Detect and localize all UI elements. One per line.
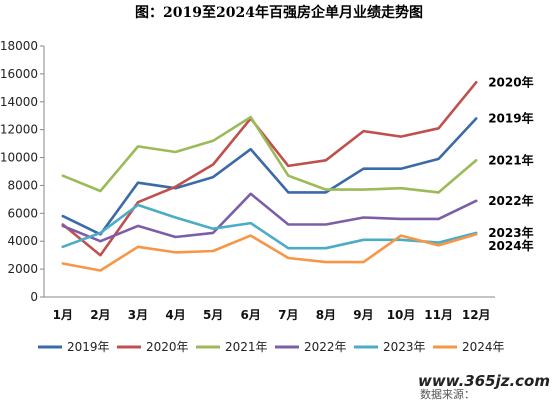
y-tick-label: 16000 <box>0 67 38 81</box>
y-tick-label: 14000 <box>0 95 38 109</box>
series-line-2024年 <box>61 233 478 272</box>
x-tick-label: 5月 <box>203 308 223 322</box>
legend-label: 2021年 <box>225 340 268 354</box>
series-end-label: 2022年 <box>488 193 533 208</box>
x-tick-label: 12月 <box>462 308 491 322</box>
series-line-2021年 <box>61 115 478 194</box>
x-tick-label: 6月 <box>241 308 261 322</box>
x-tick-label: 8月 <box>316 308 336 322</box>
x-tick-label: 11月 <box>424 308 453 322</box>
watermark-source: 数据来源： <box>420 387 475 400</box>
legend-label: 2022年 <box>304 340 347 354</box>
axes <box>40 45 495 298</box>
legend-label: 2024年 <box>462 340 505 354</box>
series-end-label: 2021年 <box>488 152 533 167</box>
y-tick-label: 0 <box>30 290 38 304</box>
x-tick-label: 9月 <box>353 308 373 322</box>
y-tick-labels: 0 2000 4000 6000 8000 10000 12000 14000 16000 180… <box>0 39 38 304</box>
y-tick-label: 4000 <box>7 234 38 248</box>
x-tick-label: 7月 <box>278 308 298 322</box>
x-tick-label: 4月 <box>165 308 185 322</box>
series-end-label: 2020年 <box>488 74 533 89</box>
series-line-2019年 <box>61 117 478 236</box>
y-tick-label: 2000 <box>7 262 38 276</box>
y-tick-label: 10000 <box>0 151 38 165</box>
y-tick-label: 8000 <box>7 178 38 192</box>
watermark-url: www.365jz.com <box>418 372 550 390</box>
x-tick-label: 1月 <box>53 308 73 322</box>
series-end-label: 2023年 <box>488 225 533 240</box>
x-tick-label: 2月 <box>90 308 110 322</box>
series-line-2020年 <box>61 81 478 257</box>
y-tick-label: 6000 <box>7 206 38 220</box>
legend-label: 2020年 <box>146 340 189 354</box>
y-tick-label: 18000 <box>0 39 38 53</box>
watermark: www.365jz.com 数据来源： <box>418 372 550 400</box>
series-line-2023年 <box>61 203 478 250</box>
series-end-label: 2024年 <box>488 238 533 253</box>
x-tick-label: 10月 <box>387 308 416 322</box>
legend-label: 2019年 <box>67 340 110 354</box>
x-tick-label: 3月 <box>128 308 148 322</box>
x-tick-labels: 1月 2月 3月 4月 5月 6月 7月 8月 9月 10月 11月 12月 <box>53 308 491 322</box>
chart-title: 图：2019至2024年百强房企单月业绩走势图 <box>135 4 423 21</box>
series-line-2022年 <box>61 192 478 243</box>
legend: 2019年 2020年 2021年 2022年 2023年 2024年 <box>38 340 505 354</box>
y-tick-label: 12000 <box>0 123 38 137</box>
series-end-label: 2019年 <box>488 111 533 126</box>
series-lines <box>61 81 478 272</box>
legend-label: 2023年 <box>383 340 426 354</box>
